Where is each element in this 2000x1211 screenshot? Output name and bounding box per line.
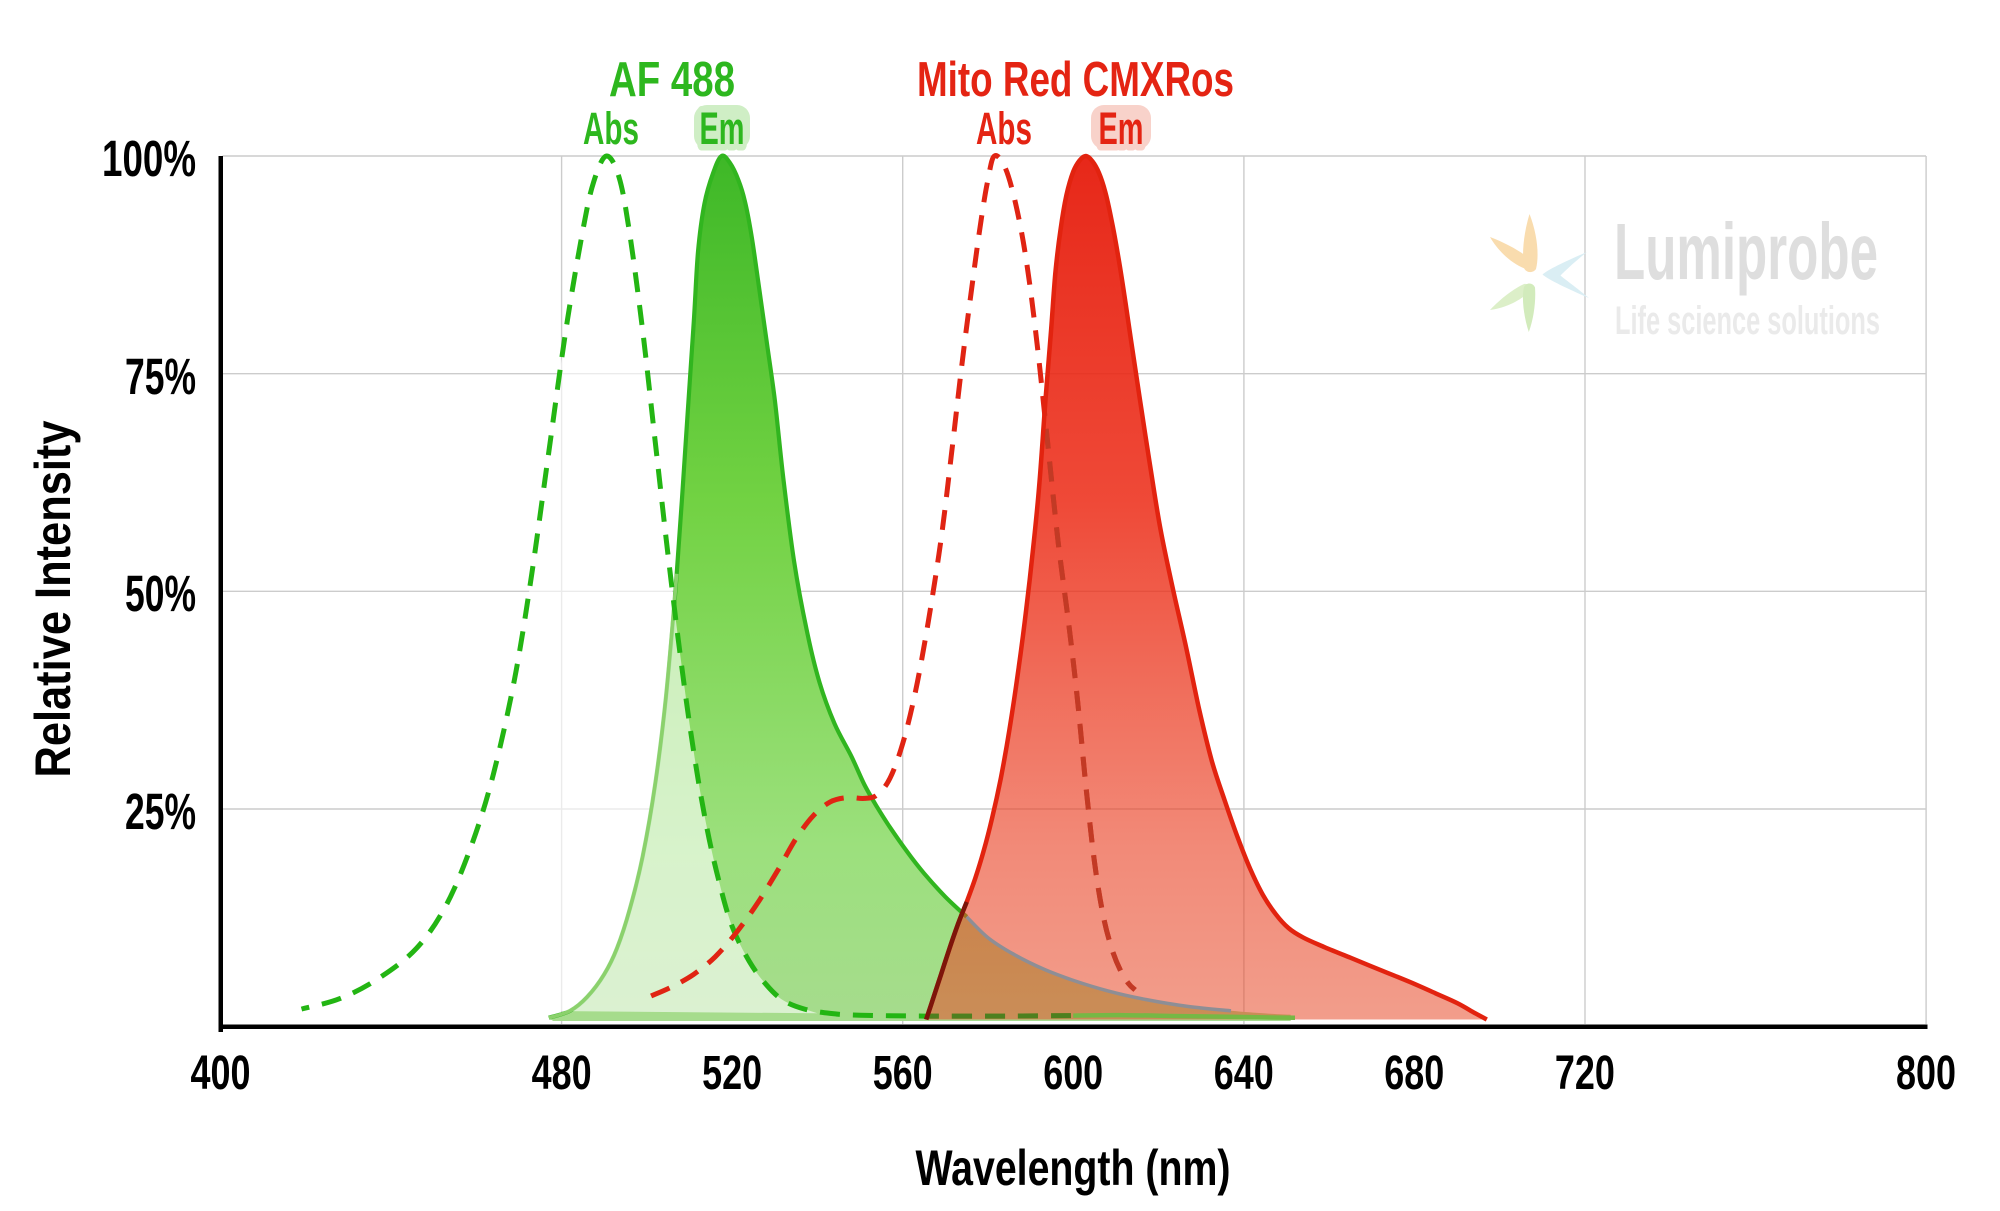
svg-text:640: 640 (1214, 1047, 1274, 1100)
svg-text:Wavelength (nm): Wavelength (nm) (916, 1140, 1231, 1196)
svg-text:720: 720 (1555, 1047, 1615, 1100)
svg-text:Abs: Abs (583, 103, 639, 154)
svg-text:400: 400 (191, 1047, 251, 1100)
svg-text:AF 488: AF 488 (609, 53, 735, 107)
svg-text:680: 680 (1384, 1047, 1444, 1100)
svg-text:75%: 75% (125, 348, 196, 405)
svg-text:Lumiprobe: Lumiprobe (1614, 207, 1878, 296)
svg-text:600: 600 (1043, 1047, 1103, 1100)
svg-text:100%: 100% (102, 130, 196, 187)
svg-text:Mito Red CMXRos: Mito Red CMXRos (917, 53, 1234, 107)
svg-text:Em: Em (1099, 103, 1144, 154)
svg-text:Relative Intensity: Relative Intensity (25, 420, 81, 777)
svg-text:Em: Em (700, 103, 745, 154)
svg-text:800: 800 (1896, 1047, 1956, 1100)
svg-text:Abs: Abs (976, 103, 1032, 154)
svg-text:520: 520 (702, 1047, 762, 1100)
svg-text:560: 560 (873, 1047, 933, 1100)
svg-text:50%: 50% (125, 565, 196, 622)
svg-text:Life science solutions: Life science solutions (1615, 299, 1880, 343)
svg-text:480: 480 (532, 1047, 592, 1100)
svg-text:25%: 25% (125, 783, 196, 840)
